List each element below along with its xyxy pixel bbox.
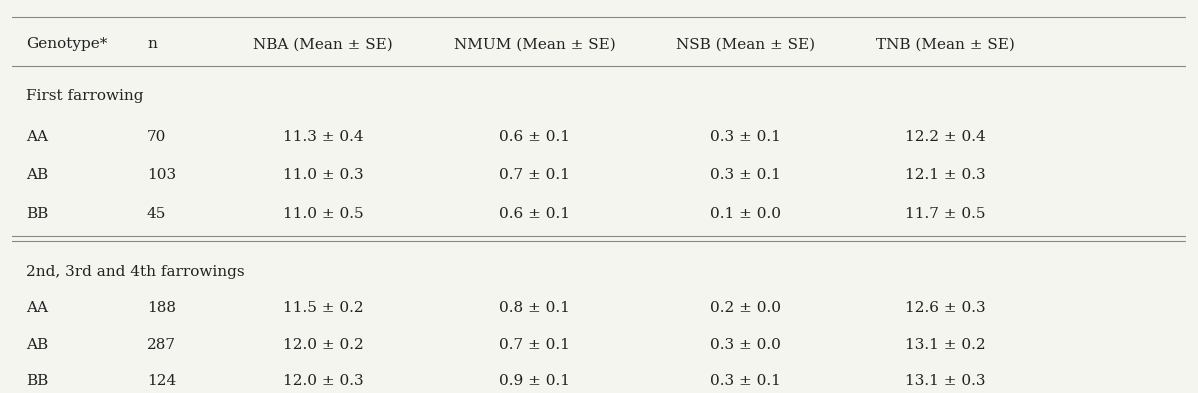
Text: 0.3 ± 0.1: 0.3 ± 0.1 [710,130,781,144]
Text: 11.0 ± 0.3: 11.0 ± 0.3 [283,168,363,182]
Text: AA: AA [26,301,48,315]
Text: 0.3 ± 0.1: 0.3 ± 0.1 [710,375,781,388]
Text: 287: 287 [147,338,176,352]
Text: NMUM (Mean ± SE): NMUM (Mean ± SE) [454,37,616,51]
Text: 12.0 ± 0.3: 12.0 ± 0.3 [283,375,363,388]
Text: AB: AB [26,168,48,182]
Text: 45: 45 [147,207,167,221]
Text: 0.1 ± 0.0: 0.1 ± 0.0 [710,207,781,221]
Text: 13.1 ± 0.3: 13.1 ± 0.3 [906,375,986,388]
Text: 0.7 ± 0.1: 0.7 ± 0.1 [500,338,570,352]
Text: Genotype*: Genotype* [26,37,108,51]
Text: 12.1 ± 0.3: 12.1 ± 0.3 [904,168,986,182]
Text: First farrowing: First farrowing [26,89,144,103]
Text: 11.7 ± 0.5: 11.7 ± 0.5 [906,207,986,221]
Text: 0.6 ± 0.1: 0.6 ± 0.1 [498,207,570,221]
Text: n: n [147,37,157,51]
Text: 12.0 ± 0.2: 12.0 ± 0.2 [283,338,363,352]
Text: 11.0 ± 0.5: 11.0 ± 0.5 [283,207,363,221]
Text: AB: AB [26,338,48,352]
Text: BB: BB [26,207,48,221]
Text: 188: 188 [147,301,176,315]
Text: 13.1 ± 0.2: 13.1 ± 0.2 [904,338,986,352]
Text: 11.5 ± 0.2: 11.5 ± 0.2 [283,301,363,315]
Text: 0.6 ± 0.1: 0.6 ± 0.1 [498,130,570,144]
Text: 124: 124 [147,375,176,388]
Text: 70: 70 [147,130,167,144]
Text: 0.3 ± 0.1: 0.3 ± 0.1 [710,168,781,182]
Text: 0.8 ± 0.1: 0.8 ± 0.1 [500,301,570,315]
Text: 12.6 ± 0.3: 12.6 ± 0.3 [904,301,986,315]
Text: 0.7 ± 0.1: 0.7 ± 0.1 [500,168,570,182]
Text: AA: AA [26,130,48,144]
Text: 103: 103 [147,168,176,182]
Text: 0.3 ± 0.0: 0.3 ± 0.0 [710,338,781,352]
Text: NSB (Mean ± SE): NSB (Mean ± SE) [676,37,816,51]
Text: 0.9 ± 0.1: 0.9 ± 0.1 [498,375,570,388]
Text: 11.3 ± 0.4: 11.3 ± 0.4 [283,130,363,144]
Text: 12.2 ± 0.4: 12.2 ± 0.4 [904,130,986,144]
Text: 2nd, 3rd and 4th farrowings: 2nd, 3rd and 4th farrowings [26,264,244,279]
Text: 0.2 ± 0.0: 0.2 ± 0.0 [710,301,781,315]
Text: NBA (Mean ± SE): NBA (Mean ± SE) [253,37,393,51]
Text: BB: BB [26,375,48,388]
Text: TNB (Mean ± SE): TNB (Mean ± SE) [876,37,1015,51]
